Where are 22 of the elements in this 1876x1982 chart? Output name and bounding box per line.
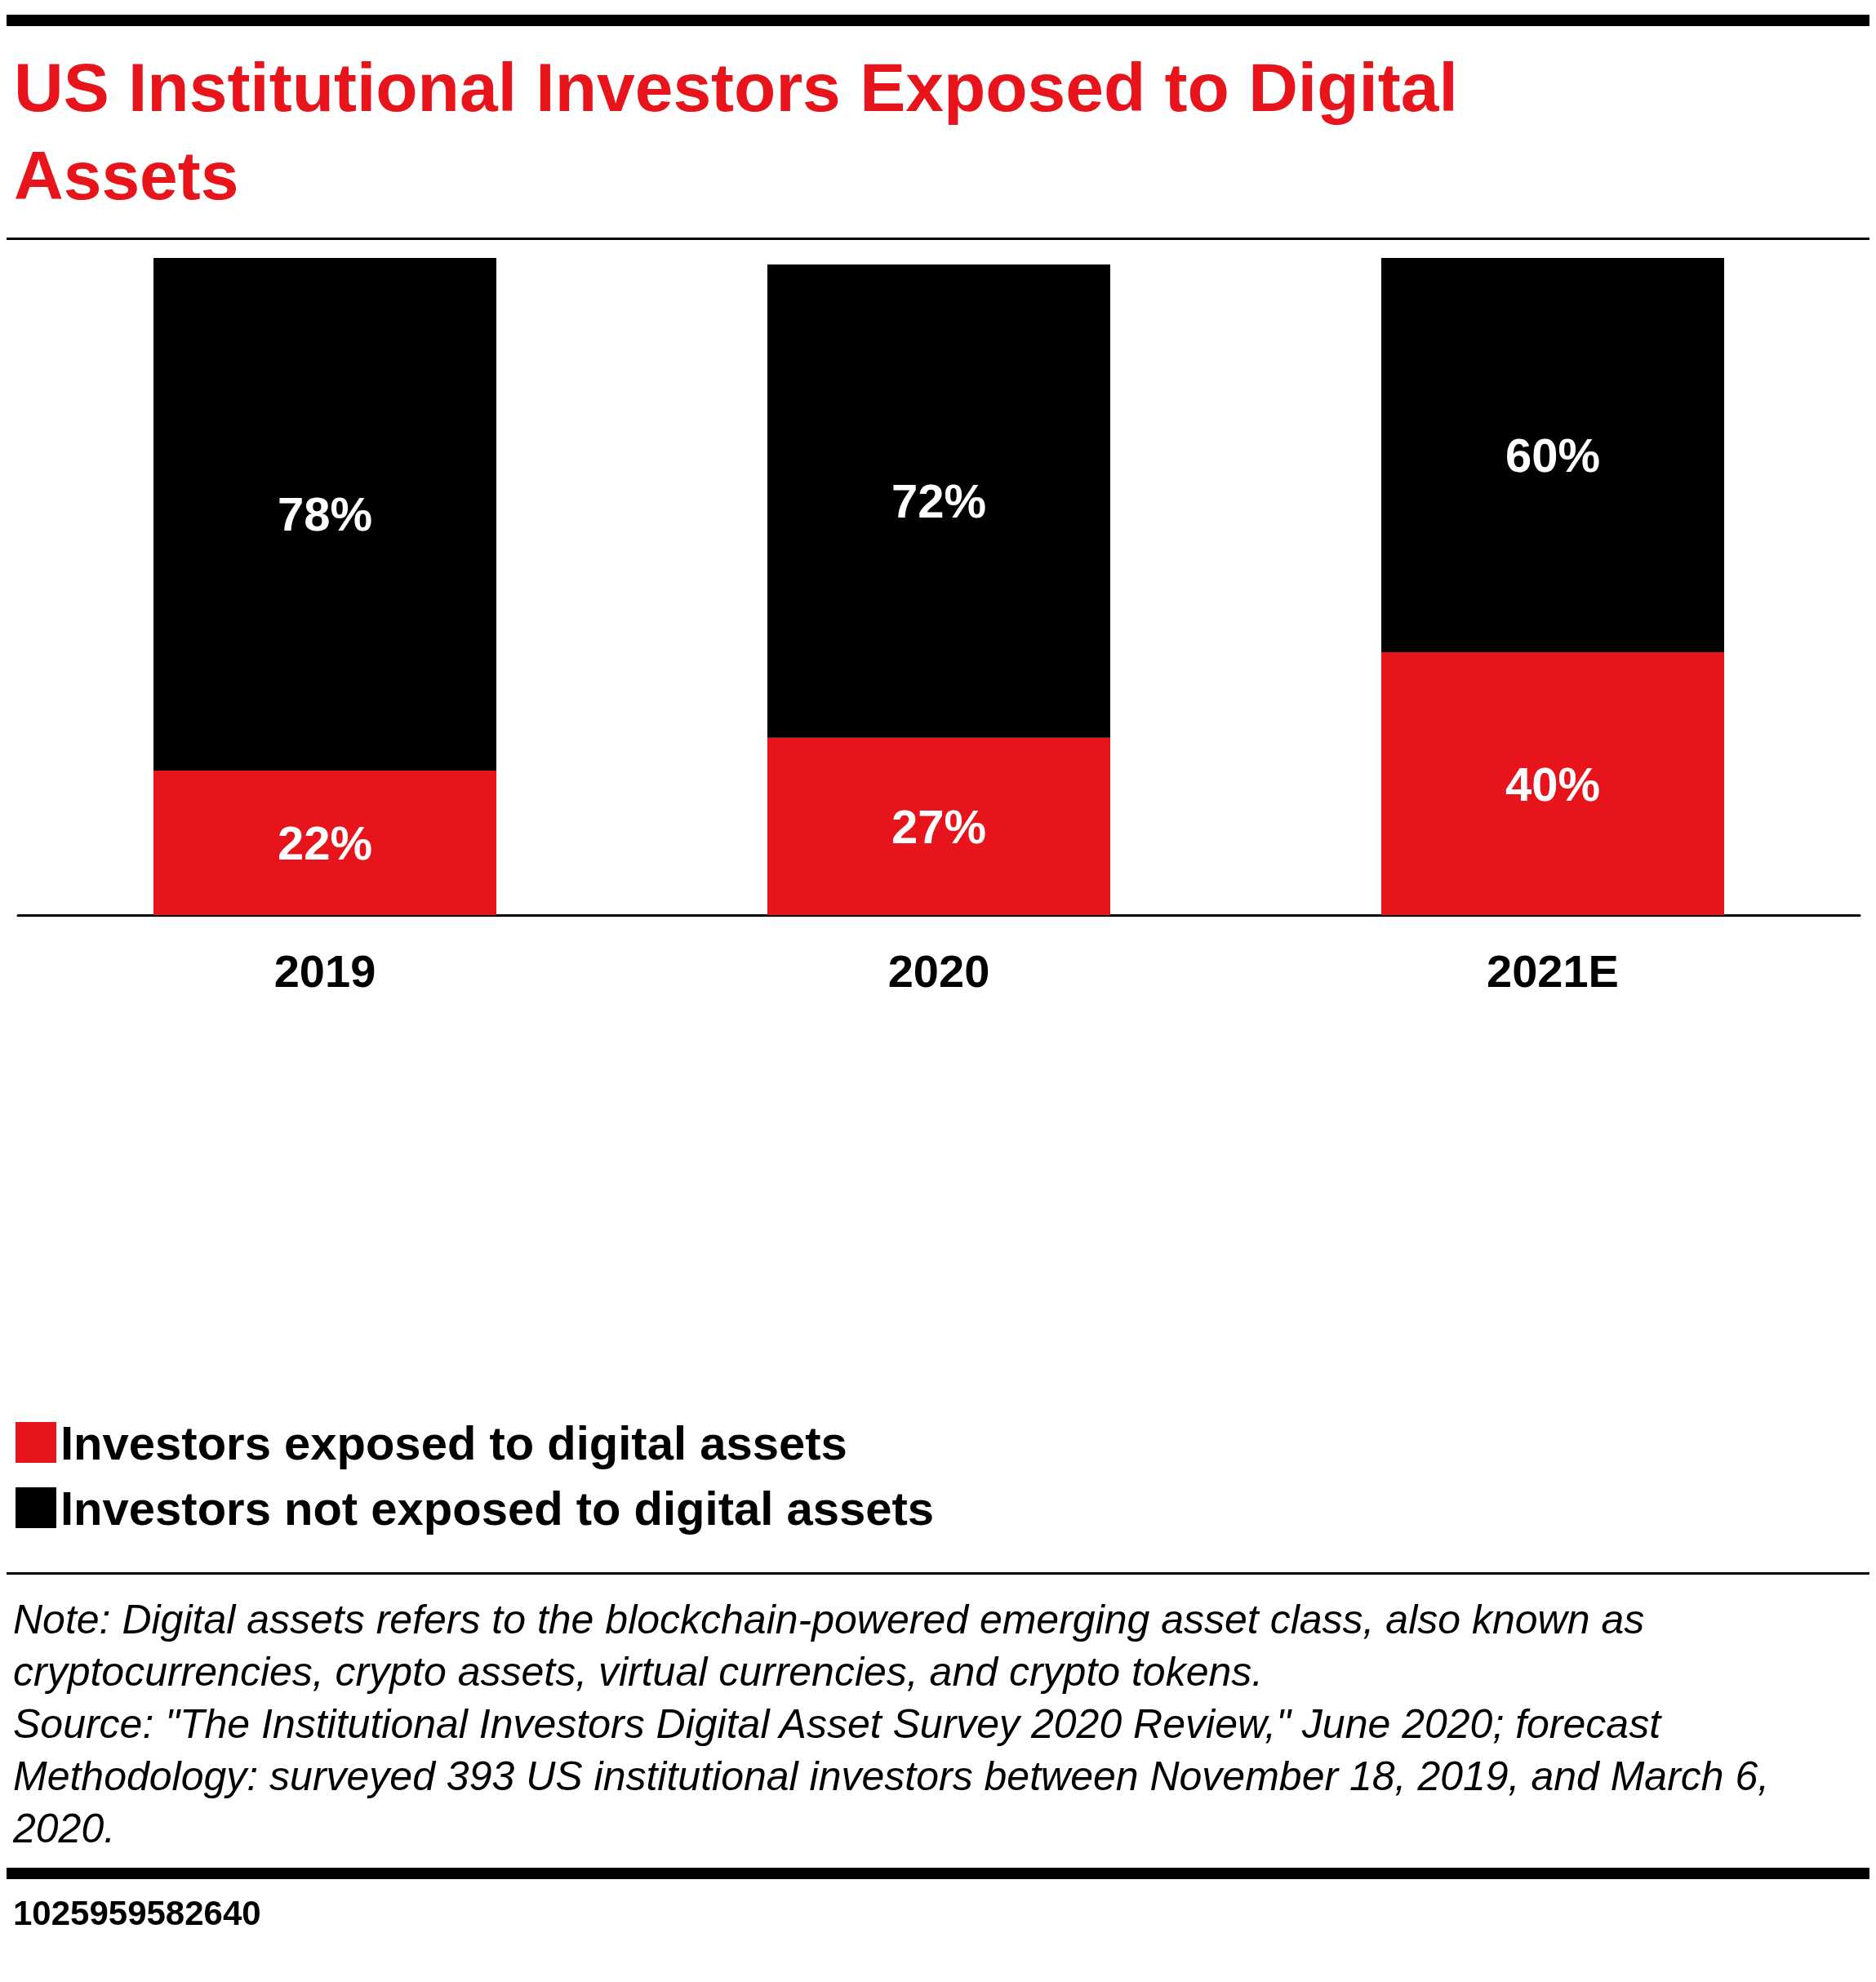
bar [1381, 652, 1724, 915]
source-note: Source: "The Institutional Investors Digital Asset Survey 2020 Review," June 2020; forecast [13, 1700, 1663, 1749]
data-label: 22% [277, 815, 373, 869]
data-label: 27% [891, 799, 987, 853]
bar [1381, 258, 1724, 652]
bar [153, 770, 496, 915]
data-label: 60% [1505, 429, 1601, 482]
text: Note: Digital assets refers to the blockchain-powered emerging asset class, also known as cryptocurrencies, crypto assets, virtual currencies, and crypto tokens. [13, 1596, 1646, 1696]
data-label: 72% [891, 474, 987, 528]
data-label: 78% [277, 487, 373, 541]
bar [153, 258, 496, 771]
bar [767, 737, 1110, 915]
x-tick-label: 2020 [887, 944, 990, 997]
legend-label: Investors not exposed to digital assets [60, 1481, 935, 1535]
bar [767, 264, 1110, 738]
text: 1025959582640 [12, 1893, 262, 1933]
x-tick-label: 2021E [1487, 944, 1619, 997]
x-tick-label: 2019 [273, 944, 376, 997]
data-label: 40% [1505, 757, 1601, 811]
text: Methodology: surveyed 393 US institutional investors between November 18, 2019, and March 6, 2020. [13, 1753, 1771, 1853]
chart-title: US Institutional Investors Exposed to Digital Assets [14, 49, 1478, 214]
legend-label: Investors exposed to digital assets [60, 1415, 847, 1469]
